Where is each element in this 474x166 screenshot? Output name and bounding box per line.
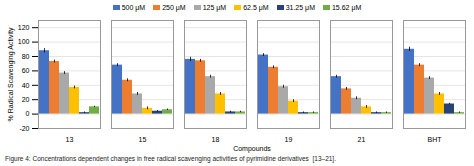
html-text:Figure 4: Concentrations depen: Figure 4: Concentrations dependent chang…	[5, 155, 336, 162]
svg-text:40: 40	[22, 82, 30, 89]
svg-text:120: 120	[18, 24, 30, 31]
html-text:125 μM: 125 μM	[202, 4, 227, 11]
svg-text:60: 60	[22, 67, 30, 74]
html-text:62.5 μM: 62.5 μM	[243, 4, 269, 11]
svg-text:100: 100	[18, 38, 30, 45]
svg-text:15: 15	[139, 136, 147, 143]
svg-text:80: 80	[22, 53, 30, 60]
html-text:500 μM: 500 μM	[121, 4, 146, 11]
svg-text:18: 18	[212, 136, 220, 143]
svg-text:% Radical Scavenging Activity: % Radical Scavenging Activity	[7, 27, 15, 121]
svg-text:20: 20	[22, 96, 30, 103]
svg-text:BHT: BHT	[428, 136, 443, 143]
svg-text:21: 21	[358, 136, 366, 143]
html-text:250 μM: 250 μM	[162, 4, 186, 11]
svg-text:19: 19	[285, 136, 293, 143]
svg-text:-20: -20	[19, 125, 29, 132]
svg-text:Compounds: Compounds	[233, 145, 271, 153]
html-text:31.25 μM: 31.25 μM	[285, 4, 315, 11]
svg-text:0: 0	[26, 110, 30, 117]
html-text:15.62 μM: 15.62 μM	[332, 4, 362, 11]
svg-text:13: 13	[66, 136, 74, 143]
